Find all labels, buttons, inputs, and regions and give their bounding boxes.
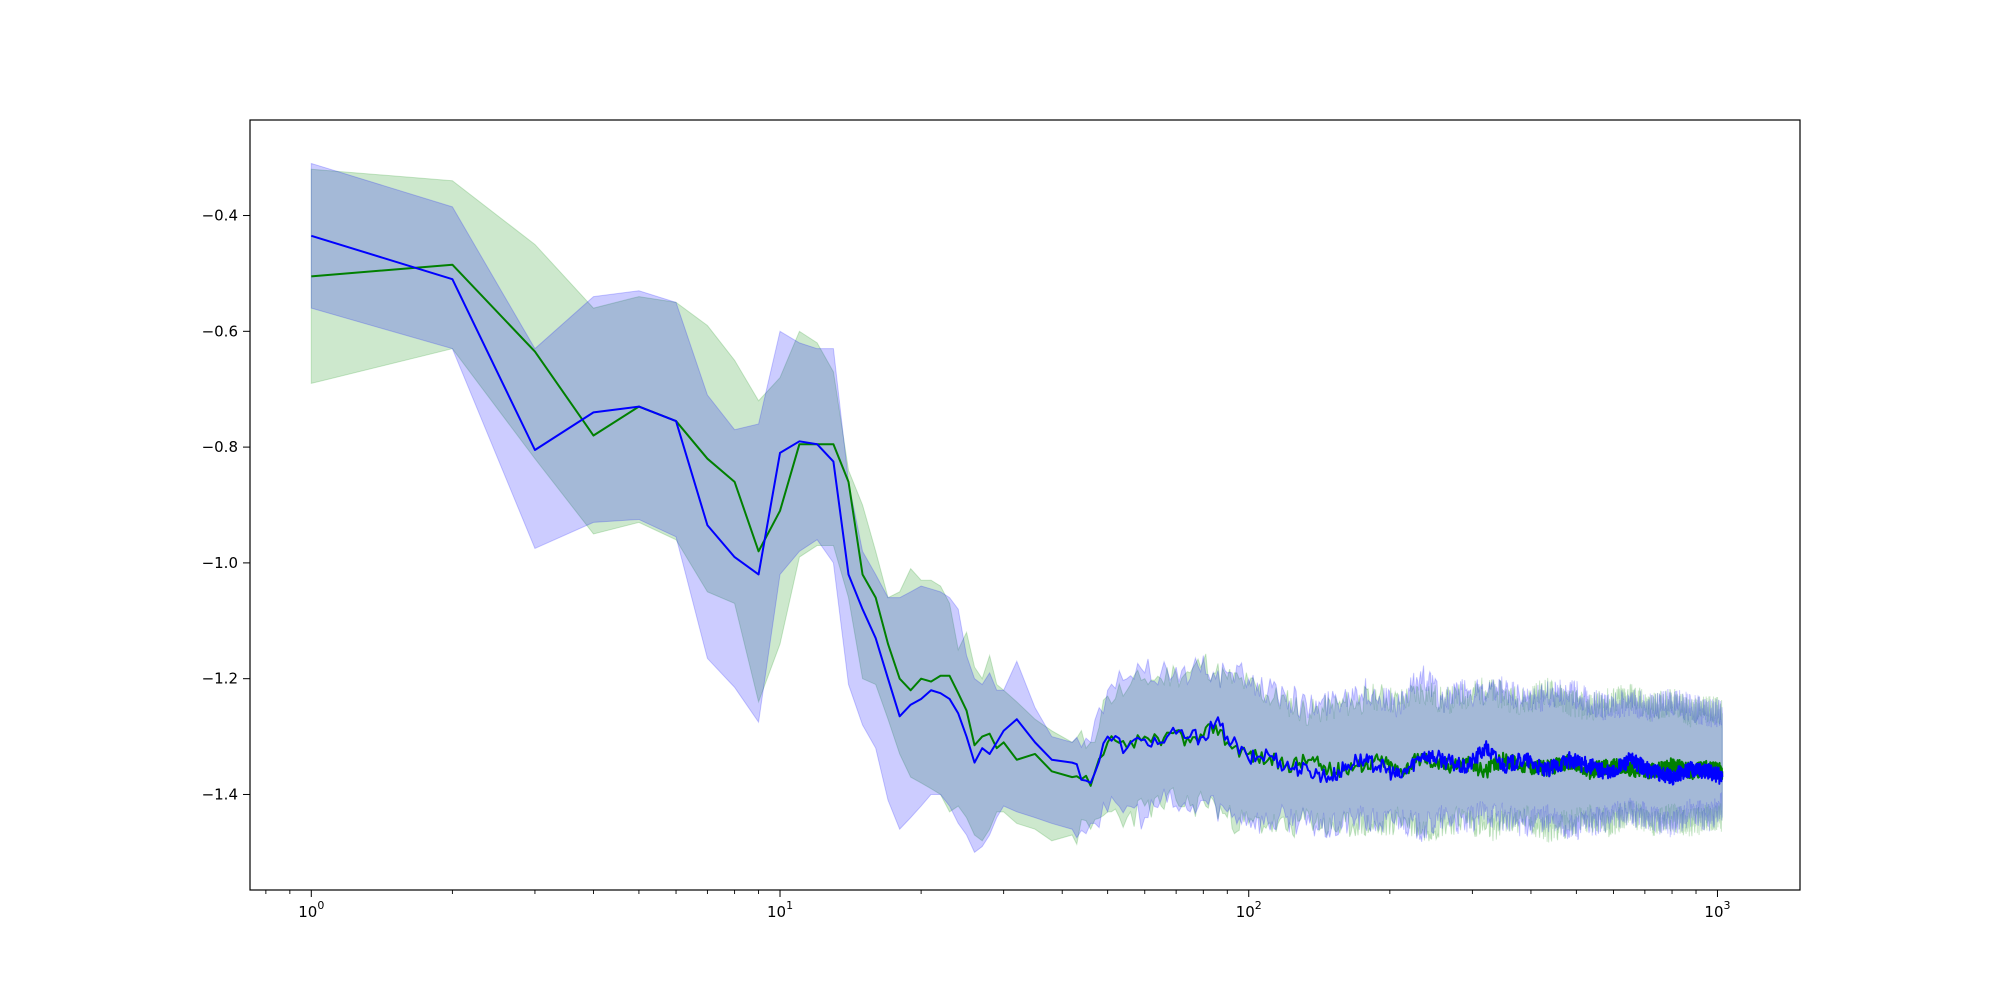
- x-tick-label: 101: [767, 899, 793, 921]
- x-tick-label: 102: [1236, 899, 1262, 921]
- y-tick-label: −1.4: [202, 785, 238, 803]
- y-tick-label: −1.2: [202, 670, 238, 688]
- x-tick-label: 103: [1704, 899, 1730, 921]
- y-tick-label: −1.0: [202, 554, 238, 572]
- y-axis: −0.4 −0.6 −0.8 −1.0 −1.2 −1.4: [202, 207, 250, 803]
- series-1-band: [310, 168, 1723, 846]
- y-tick-label: −0.4: [202, 207, 238, 225]
- y-tick-label: −0.6: [202, 322, 238, 340]
- series-lines: [310, 234, 1724, 787]
- confidence-bands: [310, 162, 1723, 854]
- x-axis: 100 101 102 103: [265, 890, 1731, 921]
- x-tick-label: 100: [298, 899, 324, 921]
- series-2-line: [310, 234, 1724, 786]
- y-tick-label: −0.8: [202, 438, 238, 456]
- series-2-band: [310, 162, 1723, 854]
- plot-frame: [249, 119, 1801, 891]
